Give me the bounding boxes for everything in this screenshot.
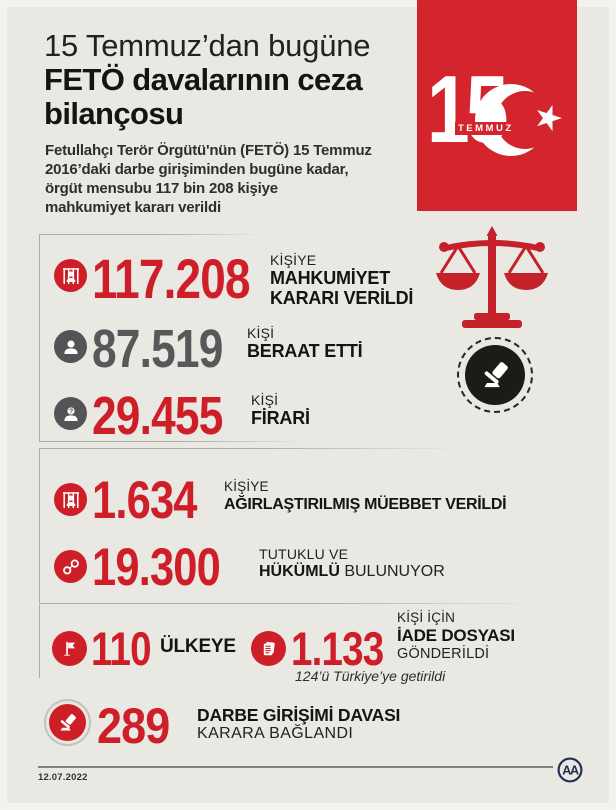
stat-icon-circle [54,330,87,363]
stat-label: GÖNDERİLDİ [397,646,490,662]
gavel-icon [60,714,76,731]
stat-note-extradition: 124’ü Türkiye’ye getirildi [295,668,446,684]
stat-label: AĞIRLAŞTIRILMIŞ MÜEBBET VERİLDİ [224,496,507,513]
stat-value-extradition: 1.133 [291,622,384,675]
stat-value-acquitted: 87.519 [92,319,223,379]
stat-label: FİRARİ [251,408,310,428]
page-subtitle: Fetullahçı Terör Örgütü'nün (FETÖ) 15 Te… [45,141,372,217]
stat-label: KARARA BAĞLANDI [197,725,354,742]
gavel-badge-core [465,345,525,405]
stat-label: BERAAT ETTİ [247,341,363,361]
stat-icon-circle [54,483,87,516]
stat-value-fugitive: 29.455 [92,386,223,446]
stat-label-countries: ÜLKEYE [160,636,236,657]
stat-label: MAHKUMİYET [270,268,390,288]
stat-label-acquitted: KİŞİ BERAAT ETTİ [247,325,363,361]
card-border [39,605,40,678]
stat-value-in-custody: 19.300 [92,538,221,597]
scales-of-justice-icon [436,226,548,328]
stat-label-coup-trials: DARBE GİRİŞİMİ DAVASI KARARA BAĞLANDI [197,705,400,742]
subtitle-line: örgüt mensubu 117 bin 208 kişiye [45,180,278,197]
stat-label-rest: BULUNUYOR [339,563,445,580]
july15-month-label: TEMMUZ [455,122,517,135]
crescent-icon-inner [496,91,554,149]
handcuffs-icon [62,558,79,574]
stat-icon-circle [44,699,91,746]
stat-unit: KİŞİYE [270,252,317,268]
subtitle-line: 2016’daki darbe girişiminden bugüne kada… [45,161,349,178]
stat-label-fugitive: KİŞİ FİRARİ [251,392,310,428]
stat-unit: KİŞİ [251,392,279,408]
gavel-icon [484,362,508,388]
stat-icon-circle [54,550,87,583]
stat-icon-circle [52,631,87,666]
stat-icon-circle [251,631,286,666]
gavel-circle [49,704,86,741]
gavel-badge [457,337,533,413]
page-title-bold-1: FETÖ davalarının ceza [44,62,363,97]
subtitle-line: mahkumiyet kararı verildi [45,199,221,216]
stat-value-aggravated-life: 1.634 [92,471,197,530]
stat-unit: KİŞİ [247,325,275,341]
stat-label-bold: HÜKÜMLÜ [259,563,340,580]
aa-logo-text: AA [562,764,579,778]
aa-agency-logo: AA [557,757,583,783]
person-icon [63,340,78,354]
page-title-light: 15 Temmuz’dan bugüne [44,28,371,63]
documents-icon [263,641,275,655]
stat-unit: TUTUKLU VE [259,546,349,562]
svg-text:?: ? [68,406,73,415]
july15-number: 15 [427,56,508,163]
subtitle-line: Fetullahçı Terör Örgütü'nün (FETÖ) 15 Te… [45,142,372,159]
stat-label: İADE DOSYASI [397,626,515,645]
prisoner-icon [62,491,79,508]
stat-unit: KİŞİ İÇİN [397,610,456,625]
stat-value-coup-trials: 289 [97,698,170,754]
footer-date: 12.07.2022 [38,772,88,783]
card-border [39,441,309,442]
card-border [39,234,40,441]
stat-label-in-custody: TUTUKLU VE HÜKÜMLÜ BULUNUYOR [259,546,445,581]
card-border [39,448,458,449]
july15-logo-box: ★ 15 TEMMUZ [417,0,577,211]
flag-icon [62,641,75,656]
stat-icon-circle [54,259,87,292]
stat-label-extradition: KİŞİ İÇİN İADE DOSYASI GÖNDERİLDİ [397,610,515,662]
prisoner-icon [62,267,79,284]
stat-label: DARBE GİRİŞİMİ DAVASI [197,705,401,725]
page-title-bold-2: bilançosu [44,96,184,131]
card-border [39,448,40,603]
stat-unit: KİŞİYE [224,479,269,494]
card-border [39,234,263,235]
stat-value-convicted: 117.208 [92,247,251,310]
person-question-icon: ? [63,406,78,421]
stat-icon-circle: ? [54,397,87,430]
stat-value-countries: 110 [91,622,152,675]
stat-label: HÜKÜMLÜ BULUNUYOR [259,562,445,581]
stat-label: KARARI VERİLDİ [270,288,414,308]
stat-label-aggravated-life: KİŞİYE AĞIRLAŞTIRILMIŞ MÜEBBET VERİLDİ [224,479,507,515]
card-border [39,603,545,604]
stat-label-convicted: KİŞİYE MAHKUMİYET KARARI VERİLDİ [270,252,413,308]
footer-divider [38,766,553,768]
